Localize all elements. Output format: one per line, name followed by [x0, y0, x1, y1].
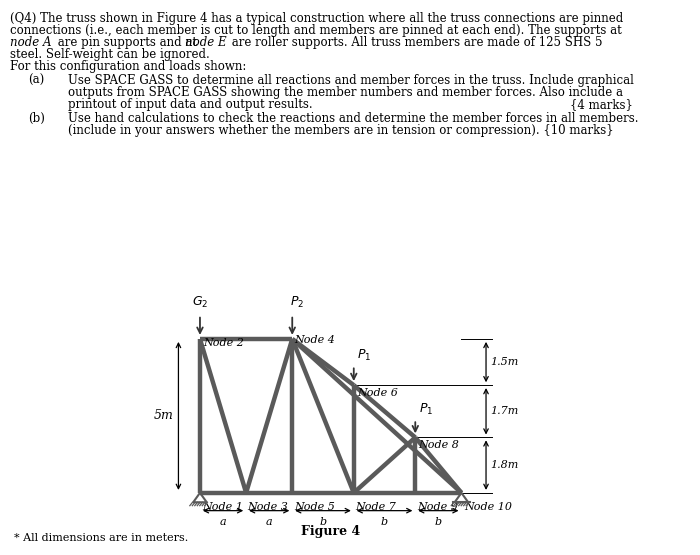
Text: Node 5: Node 5: [294, 502, 335, 512]
Text: (include in your answers whether the members are in tension or compression). {10: (include in your answers whether the mem…: [68, 124, 614, 137]
Text: a: a: [220, 517, 226, 527]
Text: 1.8m: 1.8m: [491, 460, 519, 470]
Text: node E: node E: [185, 36, 227, 49]
Text: Node 6: Node 6: [357, 388, 398, 398]
Text: Node 10: Node 10: [464, 502, 512, 512]
Text: * All dimensions are in meters.: * All dimensions are in meters.: [14, 533, 188, 543]
Text: connections (i.e., each member is cut to length and members are pinned at each e: connections (i.e., each member is cut to…: [10, 24, 622, 37]
Text: b: b: [319, 517, 327, 527]
Text: b: b: [435, 517, 442, 527]
Text: (Q4) The truss shown in Figure 4 has a typical construction where all the truss : (Q4) The truss shown in Figure 4 has a t…: [10, 12, 623, 25]
Text: 5m: 5m: [154, 410, 174, 422]
Text: 1.7m: 1.7m: [491, 406, 519, 416]
Text: b: b: [381, 517, 388, 527]
Text: $G_2$: $G_2$: [193, 295, 209, 310]
Text: $P_2$: $P_2$: [290, 295, 304, 310]
Text: {4 marks}: {4 marks}: [570, 98, 633, 111]
Text: Node 7: Node 7: [356, 502, 396, 512]
Text: steel. Self-weight can be ignored.: steel. Self-weight can be ignored.: [10, 48, 210, 61]
Text: Node 8: Node 8: [419, 440, 459, 450]
Text: outputs from SPACE GASS showing the member numbers and member forces. Also inclu: outputs from SPACE GASS showing the memb…: [68, 86, 623, 99]
Text: (b): (b): [28, 112, 45, 125]
Text: For this configuration and loads shown:: For this configuration and loads shown:: [10, 60, 246, 73]
Text: are pin supports and at: are pin supports and at: [54, 36, 201, 49]
Text: Use SPACE GASS to determine all reactions and member forces in the truss. Includ: Use SPACE GASS to determine all reaction…: [68, 74, 634, 87]
Text: Node 1: Node 1: [202, 502, 244, 512]
Text: (a): (a): [28, 74, 44, 87]
Text: a: a: [266, 517, 272, 527]
Text: Node 9: Node 9: [416, 502, 458, 512]
Text: Figure 4: Figure 4: [301, 525, 360, 538]
Text: are roller supports. All truss members are made of 125 SHS 5: are roller supports. All truss members a…: [228, 36, 603, 49]
Text: $P_1$: $P_1$: [358, 348, 372, 363]
Text: Node 2: Node 2: [204, 339, 244, 349]
Text: printout of input data and output results.: printout of input data and output result…: [68, 98, 313, 111]
Text: Node 3: Node 3: [248, 502, 288, 512]
Text: node A: node A: [10, 36, 52, 49]
Text: $P_1$: $P_1$: [419, 402, 433, 417]
Text: 1.5m: 1.5m: [491, 357, 519, 367]
Text: Use hand calculations to check the reactions and determine the member forces in : Use hand calculations to check the react…: [68, 112, 638, 125]
Text: Node 4: Node 4: [295, 335, 335, 345]
